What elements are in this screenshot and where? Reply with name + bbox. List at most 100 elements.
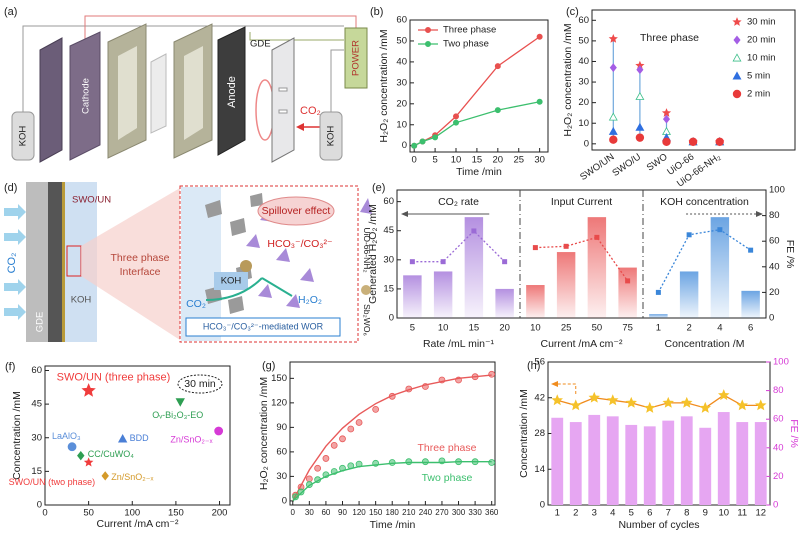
- label: HCO₃⁻/CO₃²⁻-mediated WOR: [203, 321, 324, 331]
- point-label: Zn/SnO₂₋ₓ: [170, 434, 212, 444]
- label: Interface: [120, 266, 161, 278]
- bar: [625, 424, 638, 505]
- label: CO₂: [6, 253, 18, 274]
- point: [330, 441, 338, 449]
- point-label: BDD: [130, 433, 150, 443]
- point: [635, 122, 645, 131]
- x-tick-label: 200: [212, 508, 228, 519]
- fe-point: [686, 232, 692, 238]
- zoom-cone: [81, 188, 180, 340]
- plot-frame: [409, 19, 549, 153]
- point: [372, 405, 380, 413]
- legend-icon: [360, 198, 372, 214]
- x-tick-label: 0: [291, 508, 296, 517]
- label-box: [185, 317, 341, 337]
- x-tick-label: 7: [666, 508, 671, 519]
- x-tick-label: 360: [485, 508, 499, 517]
- x-tick-label: 90: [338, 508, 347, 517]
- bar: [403, 275, 422, 318]
- point: [455, 376, 462, 384]
- y-axis-label: Generated H₂O₂ /mM: [367, 204, 379, 304]
- point: [661, 108, 672, 117]
- legend-label: 10 min: [747, 53, 776, 64]
- cathode-plate: [69, 31, 101, 161]
- y2-axis-label: FE /%: [788, 419, 800, 448]
- x-tick-label: 20: [493, 155, 504, 166]
- point: [609, 135, 618, 144]
- x-tick-label: 300: [452, 508, 466, 517]
- point: [405, 458, 413, 466]
- arrow-head: [296, 123, 304, 131]
- label: KOH: [326, 126, 337, 147]
- legend-marker: [732, 71, 742, 80]
- point: [355, 460, 363, 468]
- point: [83, 457, 94, 467]
- point: [494, 63, 501, 70]
- point: [455, 458, 462, 466]
- x-tick-label: 2: [686, 323, 691, 334]
- panel-label: (f): [5, 361, 15, 373]
- point: [117, 434, 128, 443]
- x-tick-label: 50: [592, 323, 603, 334]
- label: KOH: [221, 276, 242, 287]
- point: [588, 391, 600, 403]
- x-tick-label: 1: [656, 323, 661, 334]
- point: [471, 373, 479, 381]
- cloud: [257, 196, 335, 226]
- y2-tick-label: 60: [773, 414, 784, 425]
- point: [536, 33, 543, 40]
- fe-point: [563, 243, 569, 249]
- koh-tank: [319, 111, 343, 161]
- point: [388, 459, 396, 466]
- x-tick-label: 6: [647, 508, 652, 519]
- bar: [754, 422, 767, 505]
- label: Three phase: [111, 252, 170, 264]
- fe-point: [748, 247, 754, 253]
- label: SWO/UN: [72, 195, 111, 206]
- wire: [84, 15, 357, 42]
- arrow-head: [756, 211, 763, 217]
- panel-label: (h): [527, 360, 540, 372]
- point: [330, 468, 338, 475]
- fe-line: [535, 236, 629, 282]
- y-tick-label: 50: [578, 35, 589, 46]
- point: [635, 91, 645, 100]
- bar: [699, 427, 712, 505]
- panel-d: (d) SWO/UN CO₂ Three phase Interface GDE…: [4, 182, 372, 343]
- y-tick-label: 30: [396, 77, 407, 88]
- y-tick-label: 30: [383, 254, 394, 265]
- point: [101, 471, 109, 481]
- y-axis-label: Concentration /mM: [11, 391, 23, 480]
- x-tick-label: 6: [748, 323, 753, 334]
- y-axis-label: H₂O₂ concentration /mM: [258, 377, 270, 490]
- x-tick-label: 15: [469, 323, 480, 334]
- fe-line: [412, 230, 506, 263]
- fe-line: [657, 228, 751, 293]
- x-tick-label: 60: [321, 508, 330, 517]
- point: [755, 399, 767, 411]
- y-tick-label: 0: [389, 313, 394, 324]
- point: [609, 63, 617, 73]
- y-axis-label: H₂O₂ concentration /mM: [562, 23, 574, 136]
- annotation: 30 min: [184, 378, 216, 390]
- y-axis-label: Concentration /mM: [518, 389, 530, 478]
- label: CO₂: [186, 298, 206, 310]
- x-tick-label: 4: [717, 323, 722, 334]
- point: [608, 112, 618, 121]
- point: [570, 399, 582, 411]
- point: [699, 401, 711, 413]
- end-plate: [271, 37, 295, 163]
- legend-marker: [733, 35, 741, 45]
- y-tick-label: 0: [37, 500, 42, 511]
- label: Spillover effect: [262, 205, 331, 217]
- series-line: [557, 394, 761, 409]
- x-axis-label: Time /min: [456, 166, 502, 178]
- bar: [679, 271, 699, 318]
- point-label: SWO/UN (three phase): [57, 372, 171, 384]
- anode-plate: [217, 26, 246, 156]
- point: [81, 383, 96, 397]
- point: [297, 488, 305, 496]
- catalyst-layer: [48, 182, 62, 342]
- arrows: [4, 204, 26, 320]
- x-tick-label: 8: [684, 508, 689, 519]
